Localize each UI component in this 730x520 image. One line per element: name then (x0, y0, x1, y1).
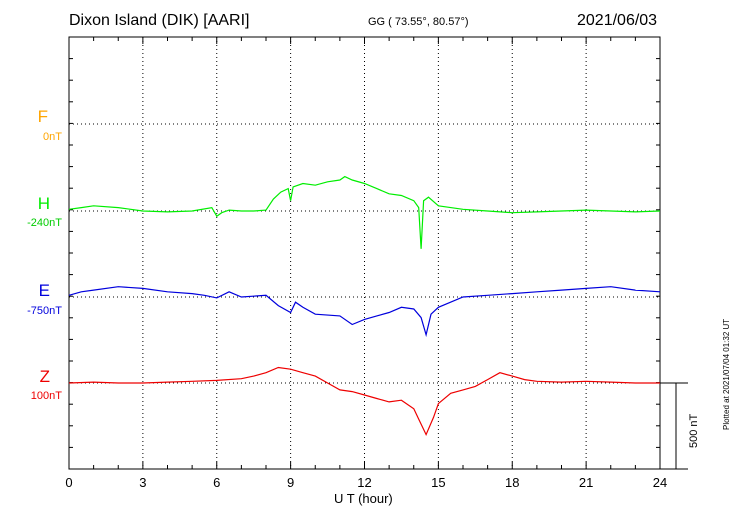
component-label-H: H (37, 194, 50, 213)
x-tick-label: 3 (139, 475, 146, 490)
scale-bar-label: 500 nT (688, 413, 700, 448)
series-line-E (68, 286, 661, 338)
series-line-Z (68, 366, 660, 437)
station-title: Dixon Island (DIK) [AARI] (69, 12, 250, 29)
x-tick-label: 21 (579, 475, 593, 490)
baseline-label-E: -750nT (27, 305, 62, 317)
x-tick-label: 18 (505, 475, 519, 490)
baseline-label-H: -240nT (27, 217, 62, 229)
x-tick-label: 12 (357, 475, 371, 490)
x-tick-label: 24 (653, 475, 667, 490)
baseline-label-Z: 100nT (30, 390, 62, 402)
component-label-E: E (38, 281, 50, 300)
plotted-timestamp: Plotted at 2021/07/04 01:32 UT (722, 318, 730, 430)
component-label-Z: Z (39, 367, 50, 386)
baseline-label-F: 0nT (43, 131, 62, 143)
x-tick-label: 6 (213, 475, 220, 490)
component-label-F: F (37, 107, 48, 126)
x-axis-label: U T (hour) (334, 491, 393, 506)
x-tick-label: 0 (65, 475, 72, 490)
series-line-H (68, 175, 661, 249)
date-label: 2021/06/03 (577, 12, 658, 29)
x-tick-label: 15 (431, 475, 445, 490)
station-coordinates: GG ( 73.55°, 80.57°) (368, 16, 469, 28)
x-tick-label: 9 (287, 475, 294, 490)
